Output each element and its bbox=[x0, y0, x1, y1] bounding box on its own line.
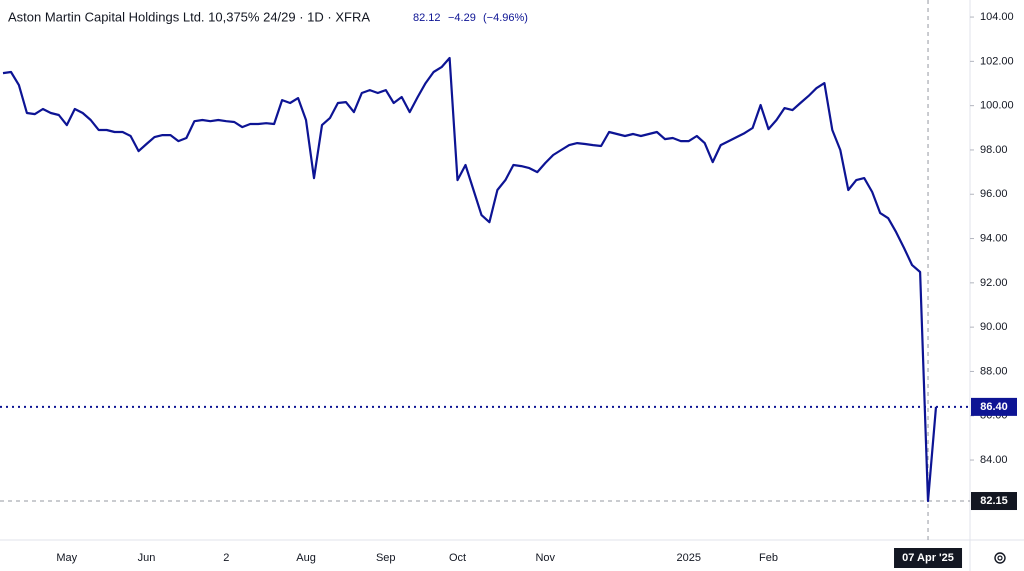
y-tick-label: 102.00 bbox=[980, 55, 1014, 67]
last-value: 82.12 bbox=[413, 12, 441, 24]
x-tick-label: Sep bbox=[376, 552, 396, 564]
x-tick-label: Feb bbox=[759, 552, 778, 564]
y-tick-label: 98.00 bbox=[980, 144, 1008, 156]
x-tick-label: Oct bbox=[449, 552, 466, 564]
x-tick-label: 2025 bbox=[677, 552, 701, 564]
x-tick-label: May bbox=[56, 552, 77, 564]
y-tick-label: 94.00 bbox=[980, 232, 1008, 244]
x-tick-label: 2 bbox=[223, 552, 229, 564]
change-percent: (−4.96%) bbox=[483, 12, 528, 24]
x-tick-label: Aug bbox=[296, 552, 316, 564]
y-tick-label: 96.00 bbox=[980, 188, 1008, 200]
last-price-box bbox=[971, 397, 1017, 416]
gear[interactable] bbox=[994, 552, 1006, 564]
x-tick-label: Nov bbox=[535, 552, 555, 564]
last-price-label: 86.40 bbox=[980, 401, 1008, 413]
gear-hole[interactable] bbox=[997, 555, 1003, 561]
crosshair-date-box bbox=[894, 548, 963, 568]
change: −4.29 bbox=[448, 12, 476, 24]
settings-icon[interactable] bbox=[994, 552, 1006, 564]
y-tick-label: 100.00 bbox=[980, 100, 1014, 112]
price-line bbox=[2, 56, 938, 503]
crosshair-price-box bbox=[971, 492, 1017, 511]
y-tick-label: 92.00 bbox=[980, 277, 1008, 289]
x-tick-label: Jun bbox=[138, 552, 156, 564]
y-tick-label: 90.00 bbox=[980, 321, 1008, 333]
crosshair-date-label: 07 Apr '25 bbox=[902, 552, 954, 564]
y-tick-label: 88.00 bbox=[980, 365, 1008, 377]
chart-title: Aston Martin Capital Holdings Ltd. 10,37… bbox=[8, 9, 370, 24]
y-tick-label: 104.00 bbox=[980, 11, 1014, 23]
crosshair-price-label: 82.15 bbox=[980, 495, 1008, 507]
y-tick-label: 84.00 bbox=[980, 454, 1008, 466]
